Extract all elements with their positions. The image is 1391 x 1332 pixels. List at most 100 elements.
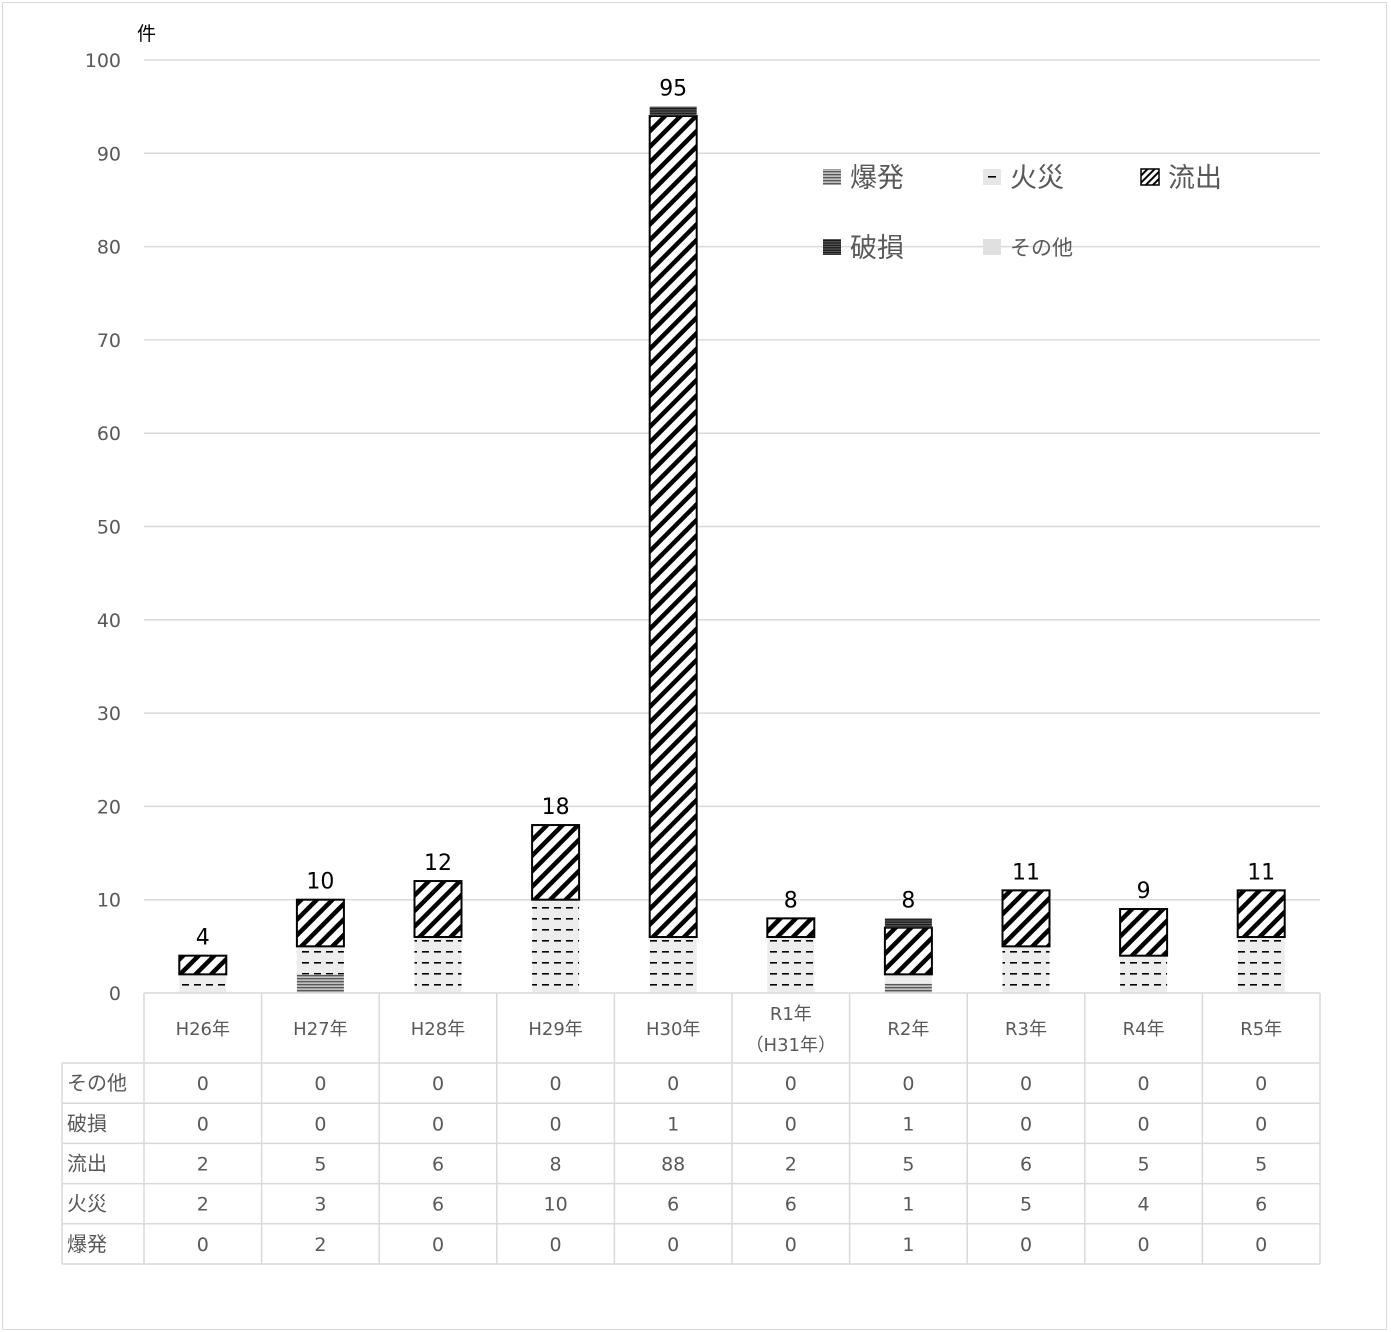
table-cell: 5: [314, 1154, 326, 1176]
table-cell: 0: [432, 1234, 444, 1256]
legend-swatch: [823, 169, 841, 185]
bar-segment: [884, 983, 932, 993]
data-table: H26年 H27年 H28年 H29年 H30年 R1年 （H31年） R2年 R3年 R4年 R5…: [61, 992, 1321, 1265]
y-tick-label: 20: [97, 796, 121, 818]
table-row-label: その他: [67, 1071, 127, 1095]
legend-label: その他: [1010, 236, 1073, 260]
category-label: R4年: [1123, 1019, 1165, 1040]
table-cell: 0: [902, 1073, 914, 1095]
category-label: R2年: [887, 1019, 929, 1040]
legend-label: 破損: [850, 233, 904, 264]
table-row-label: 火災: [67, 1192, 107, 1216]
y-tick-label: 40: [97, 610, 121, 632]
gridlines: [144, 59, 1320, 901]
table-cell: 1: [667, 1113, 679, 1135]
table-cell: 0: [1255, 1073, 1267, 1095]
table-cell: 0: [1138, 1113, 1150, 1135]
y-tick-label: 70: [97, 330, 121, 352]
bar-segment: [532, 899, 580, 993]
table-cell: 2: [314, 1234, 326, 1256]
legend-swatch: [823, 239, 841, 255]
bar-segment: [649, 937, 697, 993]
y-tick-label: 0: [109, 983, 121, 1005]
y-tick-label: 10: [97, 890, 121, 912]
category-label: H29年: [528, 1019, 582, 1040]
bar-segment: [1001, 889, 1051, 948]
table-cell: 10: [544, 1194, 568, 1216]
table-cell: 0: [785, 1073, 797, 1095]
table-cell: 6: [1020, 1154, 1032, 1176]
bar-segment: [414, 937, 462, 993]
bar-segment: [648, 114, 698, 939]
category-label: R5年: [1240, 1019, 1282, 1040]
table-cell: 8: [550, 1154, 562, 1176]
table-cell: 2: [785, 1154, 797, 1176]
table-cell: 0: [314, 1113, 326, 1135]
bar-segment: [531, 824, 581, 901]
bar-segment: [767, 937, 815, 993]
bar-segment: [766, 917, 816, 939]
table-cell: 0: [667, 1073, 679, 1095]
table-cell: 6: [667, 1194, 679, 1216]
table-cell: 2: [197, 1194, 209, 1216]
table-cell: 0: [1020, 1234, 1032, 1256]
bars: [178, 106, 1286, 993]
total-label: 10: [306, 870, 334, 895]
bar-segment: [295, 898, 345, 948]
legend-label: 火災: [1010, 163, 1064, 194]
table-cell: 6: [432, 1154, 444, 1176]
total-label: 12: [424, 851, 452, 876]
table-cell: 0: [667, 1234, 679, 1256]
bar-segment: [883, 926, 933, 976]
table-cell: 0: [550, 1113, 562, 1135]
total-label: 4: [196, 926, 210, 951]
y-tick-label: 50: [97, 517, 121, 539]
bar-segment: [413, 880, 463, 939]
table-cell: 0: [314, 1073, 326, 1095]
y-tick-label: 80: [97, 237, 121, 259]
table-cell: 2: [197, 1154, 209, 1176]
category-label: R3年: [1005, 1019, 1047, 1040]
legend-label: 流出: [1168, 163, 1222, 194]
y-tick-label: 90: [97, 143, 121, 165]
total-label: 9: [1137, 879, 1151, 904]
y-tick-label: 100: [85, 50, 121, 72]
legend-label: 爆発: [850, 163, 904, 194]
table-cell: 5: [1255, 1154, 1267, 1176]
bar-segment: [1236, 889, 1286, 939]
table-cell: 0: [197, 1113, 209, 1135]
table-cell: 1: [902, 1234, 914, 1256]
category-label: H28年: [411, 1019, 465, 1040]
total-label: 95: [659, 77, 687, 102]
table-cell: 0: [550, 1234, 562, 1256]
table-row-label: 流出: [67, 1152, 107, 1176]
table-cell: 6: [1255, 1194, 1267, 1216]
table-cell: 0: [550, 1073, 562, 1095]
table-cell: 0: [197, 1234, 209, 1256]
bar-segment: [1237, 937, 1285, 993]
bar-segment: [178, 954, 228, 976]
total-labels: 4 10 12 18 95 8 8 11 9 11: [196, 77, 1275, 951]
table-cell: 0: [785, 1234, 797, 1256]
bar-segment: [179, 974, 227, 993]
table-row-label: 爆発: [67, 1232, 107, 1256]
table-cell: 0: [1255, 1113, 1267, 1135]
table-cell: 5: [1020, 1194, 1032, 1216]
table-cell: 88: [661, 1154, 685, 1176]
y-axis-ticks: 0 10 20 30 40 50 60 70 80 90 100: [85, 50, 121, 1005]
bar-segment: [296, 974, 344, 993]
bar-segment: [296, 946, 344, 975]
category-label: R1年: [770, 1004, 812, 1025]
bar-segment: [884, 974, 932, 984]
table-cell: 6: [785, 1194, 797, 1216]
table-cell: 1: [902, 1194, 914, 1216]
table-cell: 5: [1138, 1154, 1150, 1176]
table-cell: 5: [902, 1154, 914, 1176]
table-cell: 0: [197, 1073, 209, 1095]
y-tick-label: 60: [97, 423, 121, 445]
table-cell: 0: [1138, 1234, 1150, 1256]
table-cell: 0: [1020, 1113, 1032, 1135]
